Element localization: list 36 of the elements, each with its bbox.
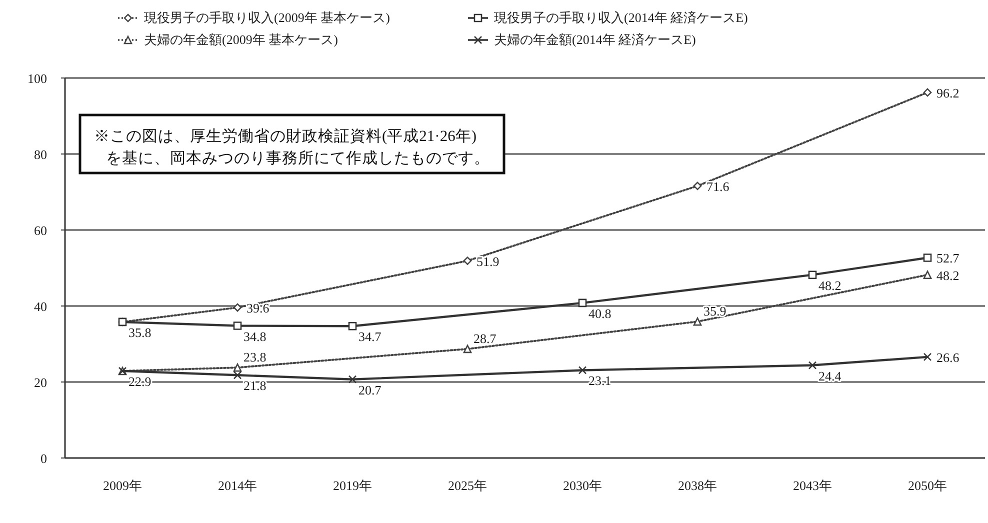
data-label: 48.2 — [936, 268, 960, 283]
x-tick-label: 2043年 — [793, 478, 832, 493]
data-label: 21.8 — [244, 378, 266, 394]
data-label: 40.8 — [588, 306, 612, 321]
data-label: 23.8 — [244, 350, 266, 365]
y-tick-label: 60 — [34, 223, 47, 238]
y-tick-label: 40 — [34, 299, 47, 314]
x-tick-label: 2025年 — [448, 478, 487, 493]
legend-label: 現役男子の手取り収入(2009年 基本ケース) — [144, 10, 390, 25]
y-tick-label: 20 — [34, 375, 47, 390]
data-label: 35.9 — [704, 304, 726, 319]
legend-label: 現役男子の手取り収入(2014年 経済ケースE) — [494, 10, 748, 25]
data-label: 28.7 — [474, 330, 497, 346]
data-label: 35.8 — [128, 324, 152, 340]
x-tick-label: 2014年 — [218, 478, 257, 493]
data-label: 24.4 — [818, 368, 842, 384]
data-label: 96.2 — [936, 85, 960, 100]
annotation: ※この図は、厚生労働省の財政検証資料(平成21·26年) を基に、岡本みつのり事務所にて作成したものです。 — [94, 127, 490, 167]
x-tick-label: 2038年 — [678, 478, 717, 493]
data-label: 71.6 — [706, 178, 730, 194]
legend-label: 夫婦の年金額(2014年 経済ケースE) — [494, 32, 696, 47]
x-tick-label: 2030年 — [563, 478, 602, 493]
data-label: 20.7 — [358, 382, 382, 398]
data-label: 34.8 — [244, 328, 266, 344]
y-tick-label: 100 — [28, 71, 47, 86]
x-tick-label: 2050年 — [908, 478, 947, 493]
legend-label: 夫婦の年金額(2009年 基本ケース) — [144, 32, 338, 47]
y-tick-label: 80 — [34, 147, 47, 162]
data-label: 52.7 — [936, 250, 960, 266]
data-label: 34.7 — [358, 329, 382, 344]
data-label: 51.9 — [476, 254, 500, 269]
x-tick-label: 2019年 — [333, 478, 372, 493]
y-tick-label: 0 — [40, 451, 47, 466]
data-label: 48.2 — [818, 278, 842, 293]
x-tick-label: 2009年 — [103, 478, 142, 493]
data-label: 26.6 — [936, 350, 960, 365]
